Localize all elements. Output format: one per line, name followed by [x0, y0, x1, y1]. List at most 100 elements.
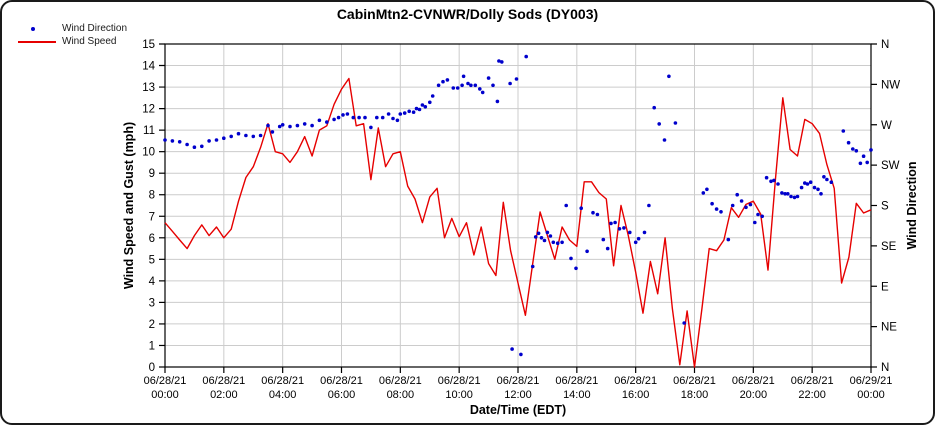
wind-direction-dot: [667, 74, 671, 79]
x-tick-date: 06/28/21: [791, 375, 834, 387]
x-tick-date: 06/28/21: [497, 375, 540, 387]
wind-direction-dot: [714, 207, 719, 211]
wind-direction-dot: [808, 180, 813, 184]
wind-direction-dot: [200, 144, 204, 149]
wind-direction-dot: [601, 237, 606, 242]
wind-direction-dot: [451, 86, 456, 90]
wind-direction-dot: [417, 107, 422, 112]
left-axis-title: Wind Speed and Gust (mph): [122, 122, 136, 289]
wind-direction-dot: [420, 103, 425, 107]
wind-direction-dot: [735, 192, 739, 197]
wind-direction-dot: [869, 148, 873, 152]
left-tick-label: 6: [149, 233, 155, 245]
left-tick-label: 12: [142, 104, 155, 116]
wind-direction-dot: [473, 83, 478, 88]
wind-direction-dot: [357, 115, 361, 120]
legend-item-wind-speed: Wind Speed: [18, 35, 127, 48]
wind-direction-dot: [861, 154, 866, 158]
wind-direction-dot: [753, 220, 757, 225]
wind-direction-dot: [386, 112, 391, 116]
wind-direction-dot: [461, 74, 466, 79]
wind-direction-dot: [207, 139, 211, 143]
wind-direction-dot: [524, 54, 528, 59]
wind-direction-dot: [730, 203, 735, 208]
left-tick-label: 11: [143, 125, 155, 137]
x-tick-date: 06/28/21: [144, 375, 187, 387]
wind-direction-dot: [497, 59, 501, 63]
wind-direction-dot: [710, 201, 714, 206]
x-tick-date: 06/28/21: [261, 375, 304, 387]
left-tick-label: 2: [149, 319, 155, 331]
wind-direction-dot: [351, 115, 356, 120]
wind-direction-dot: [560, 240, 564, 245]
wind-direction-dot: [170, 139, 175, 143]
left-tick-label: 4: [149, 276, 156, 288]
wind-direction-dot: [430, 94, 435, 98]
wind-direction-dot: [739, 199, 744, 203]
right-tick-label: SE: [881, 241, 897, 253]
wind-direction-dot: [310, 123, 314, 128]
left-tick-label: 7: [149, 211, 155, 223]
x-tick-time: 00:00: [151, 389, 179, 401]
wind-direction-dot: [302, 122, 307, 126]
wind-direction-dot: [846, 140, 851, 145]
wind-direction-dot: [214, 138, 219, 142]
wind-direction-dot: [569, 256, 573, 261]
wind-direction-dot: [280, 123, 285, 127]
wind-direction-dot: [533, 235, 538, 239]
wind-direction-dot: [662, 138, 667, 142]
wind-direction-dot: [613, 220, 617, 225]
left-tick-label: 15: [142, 39, 155, 51]
wind-direction-dot: [605, 246, 610, 251]
x-tick-date: 06/28/21: [673, 375, 716, 387]
wind-direction-dot: [519, 352, 523, 357]
wind-direction-dot: [380, 115, 385, 120]
wind-direction-dot: [270, 130, 275, 134]
legend: Wind Direction Wind Speed: [18, 22, 127, 48]
wind-direction-dot: [647, 203, 651, 208]
wind-direction-dot: [514, 77, 519, 81]
wind-direction-dot: [441, 79, 445, 84]
x-tick-date: 06/28/21: [614, 375, 657, 387]
x-tick-date: 06/28/21: [379, 375, 422, 387]
wind-direction-dot: [258, 133, 263, 138]
x-tick-time: 18:00: [681, 389, 709, 401]
chart-title: CabinMtn2-CVNWR/Dolly Sods (DY003): [336, 6, 599, 22]
wind-direction-dot: [633, 240, 638, 245]
x-tick-date: 06/28/21: [555, 375, 598, 387]
wind-direction-dot: [466, 81, 470, 86]
left-tick-label: 10: [142, 147, 155, 159]
wind-direction-dot: [369, 125, 373, 130]
wind-direction-dot: [786, 192, 790, 196]
left-tick-label: 3: [149, 297, 155, 309]
wind-direction-dot: [628, 230, 632, 235]
wind-direction-dot: [799, 185, 804, 190]
wind-direction-dot: [812, 185, 817, 190]
legend-dot-marker-icon: [31, 26, 35, 31]
wind-direction-dot: [829, 180, 834, 184]
wind-direction-dot: [701, 191, 706, 195]
wind-direction-dot: [391, 116, 395, 121]
wind-direction-dot: [822, 175, 826, 179]
wind-direction-dot: [266, 123, 270, 128]
wind-direction-dot: [591, 210, 595, 215]
wind-direction-dot: [536, 231, 541, 236]
wind-direction-dot: [436, 83, 441, 88]
wind-direction-dot: [192, 145, 197, 149]
wind-direction-dot: [617, 227, 622, 231]
x-tick-time: 02:00: [210, 389, 238, 401]
wind-direction-dot: [756, 212, 760, 217]
wind-direction-dot: [803, 181, 807, 185]
wind-direction-dot: [673, 121, 678, 125]
left-tick-label: 14: [142, 61, 155, 73]
wind-direction-dot: [682, 321, 686, 325]
wind-speed-line: [164, 77, 872, 368]
wind-direction-dot: [251, 134, 256, 139]
wind-direction-dot: [795, 194, 800, 199]
left-tick-label: 5: [149, 254, 155, 266]
x-tick-time: 06:00: [328, 389, 356, 401]
wind-direction-dot: [789, 194, 793, 199]
wind-direction-dot: [402, 111, 407, 115]
x-tick-time: 16:00: [622, 389, 650, 401]
wind-direction-dot: [486, 76, 491, 80]
